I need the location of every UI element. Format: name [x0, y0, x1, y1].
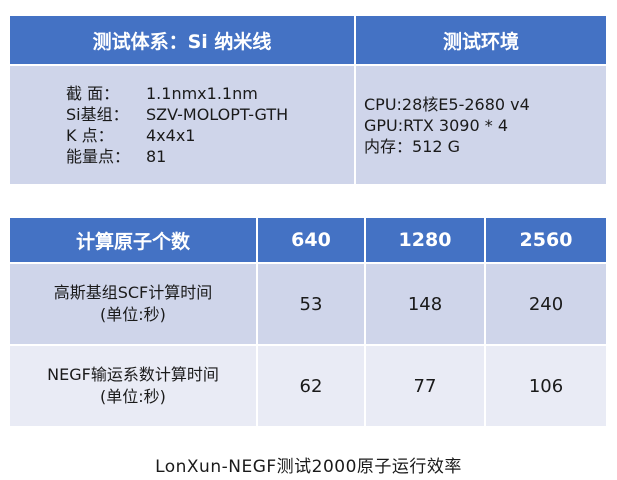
env-label: 内存：: [364, 136, 413, 156]
atom-count-2560: 2560: [484, 216, 608, 264]
table-row-scf: 高斯基组SCF计算时间 (单位:秒) 53 148 240: [8, 262, 608, 346]
spec-label: 能量点：: [66, 147, 131, 166]
test-env-header: 测试环境: [354, 14, 608, 66]
spec-label: K 点：: [66, 126, 114, 145]
table-row-negf: NEGF输运系数计算时间 (单位:秒) 62 77 106: [8, 344, 608, 428]
env-label: CPU:: [364, 94, 402, 114]
row-label-line: 高斯基组SCF计算时间: [53, 283, 213, 302]
table-cell: 148: [364, 262, 486, 346]
row-label-unit: (单位:秒): [100, 387, 166, 406]
spec-value: SZV-MOLOPT-GTH: [146, 105, 289, 124]
spec-item-kpoints: K 点： 4x4x1: [66, 125, 354, 146]
row-label-unit: (单位:秒): [100, 305, 166, 324]
test-system-header: 测试体系：Si 纳米线: [8, 14, 356, 66]
spec-value: 1.1nmx1.1nm: [146, 84, 258, 103]
row-label-negf: NEGF输运系数计算时间 (单位:秒): [8, 344, 258, 428]
atom-count-1280: 1280: [364, 216, 486, 264]
env-item-cpu: CPU: 28核E5-2680 v4: [364, 94, 606, 115]
table-cell: 62: [256, 344, 366, 428]
env-item-gpu: GPU: RTX 3090 * 4: [364, 115, 606, 136]
row-label-scf: 高斯基组SCF计算时间 (单位:秒): [8, 262, 258, 346]
spec-value: 81: [146, 147, 167, 166]
table-cell: 240: [484, 262, 608, 346]
spec-list: 截 面： 1.1nmx1.1nm Si基组： SZV-MOLOPT-GTH K 点：…: [10, 83, 354, 167]
table-cell: 53: [256, 262, 366, 346]
row-label-line: NEGF输运系数计算时间: [47, 365, 219, 384]
spec-item-basis: Si基组： SZV-MOLOPT-GTH: [66, 104, 354, 125]
figure-caption: LonXun-NEGF测试2000原子运行效率: [155, 457, 462, 477]
spec-label: Si基组：: [66, 105, 129, 124]
atom-count-header: 计算原子个数: [8, 216, 258, 264]
env-value: 28核E5-2680 v4: [401, 94, 530, 114]
spec-value: 4x4x1: [146, 126, 196, 145]
spec-label: 截 面：: [66, 84, 120, 103]
env-label: GPU:: [364, 115, 404, 135]
atom-count-640: 640: [256, 216, 366, 264]
env-item-memory: 内存： 512 G: [364, 136, 606, 157]
table-cell: 106: [484, 344, 608, 428]
spec-item-cross-section: 截 面： 1.1nmx1.1nm: [66, 83, 354, 104]
table-cell: 77: [364, 344, 486, 428]
env-value: 512 G: [412, 136, 461, 156]
test-env-specs: CPU: 28核E5-2680 v4 GPU: RTX 3090 * 4 内存：…: [354, 64, 608, 186]
performance-table: 计算原子个数 640 1280 2560 高斯基组SCF计算时间 (单位:秒) …: [8, 216, 608, 428]
env-value: RTX 3090 * 4: [403, 115, 508, 135]
test-setup-table: 测试体系：Si 纳米线 测试环境 截 面： 1.1nmx1.1nm Si基组： SZ…: [8, 14, 608, 186]
env-list: CPU: 28核E5-2680 v4 GPU: RTX 3090 * 4 内存：…: [356, 94, 606, 157]
spec-item-energy-points: 能量点： 81: [66, 146, 354, 167]
test-system-specs: 截 面： 1.1nmx1.1nm Si基组： SZV-MOLOPT-GTH K 点：…: [8, 64, 356, 186]
